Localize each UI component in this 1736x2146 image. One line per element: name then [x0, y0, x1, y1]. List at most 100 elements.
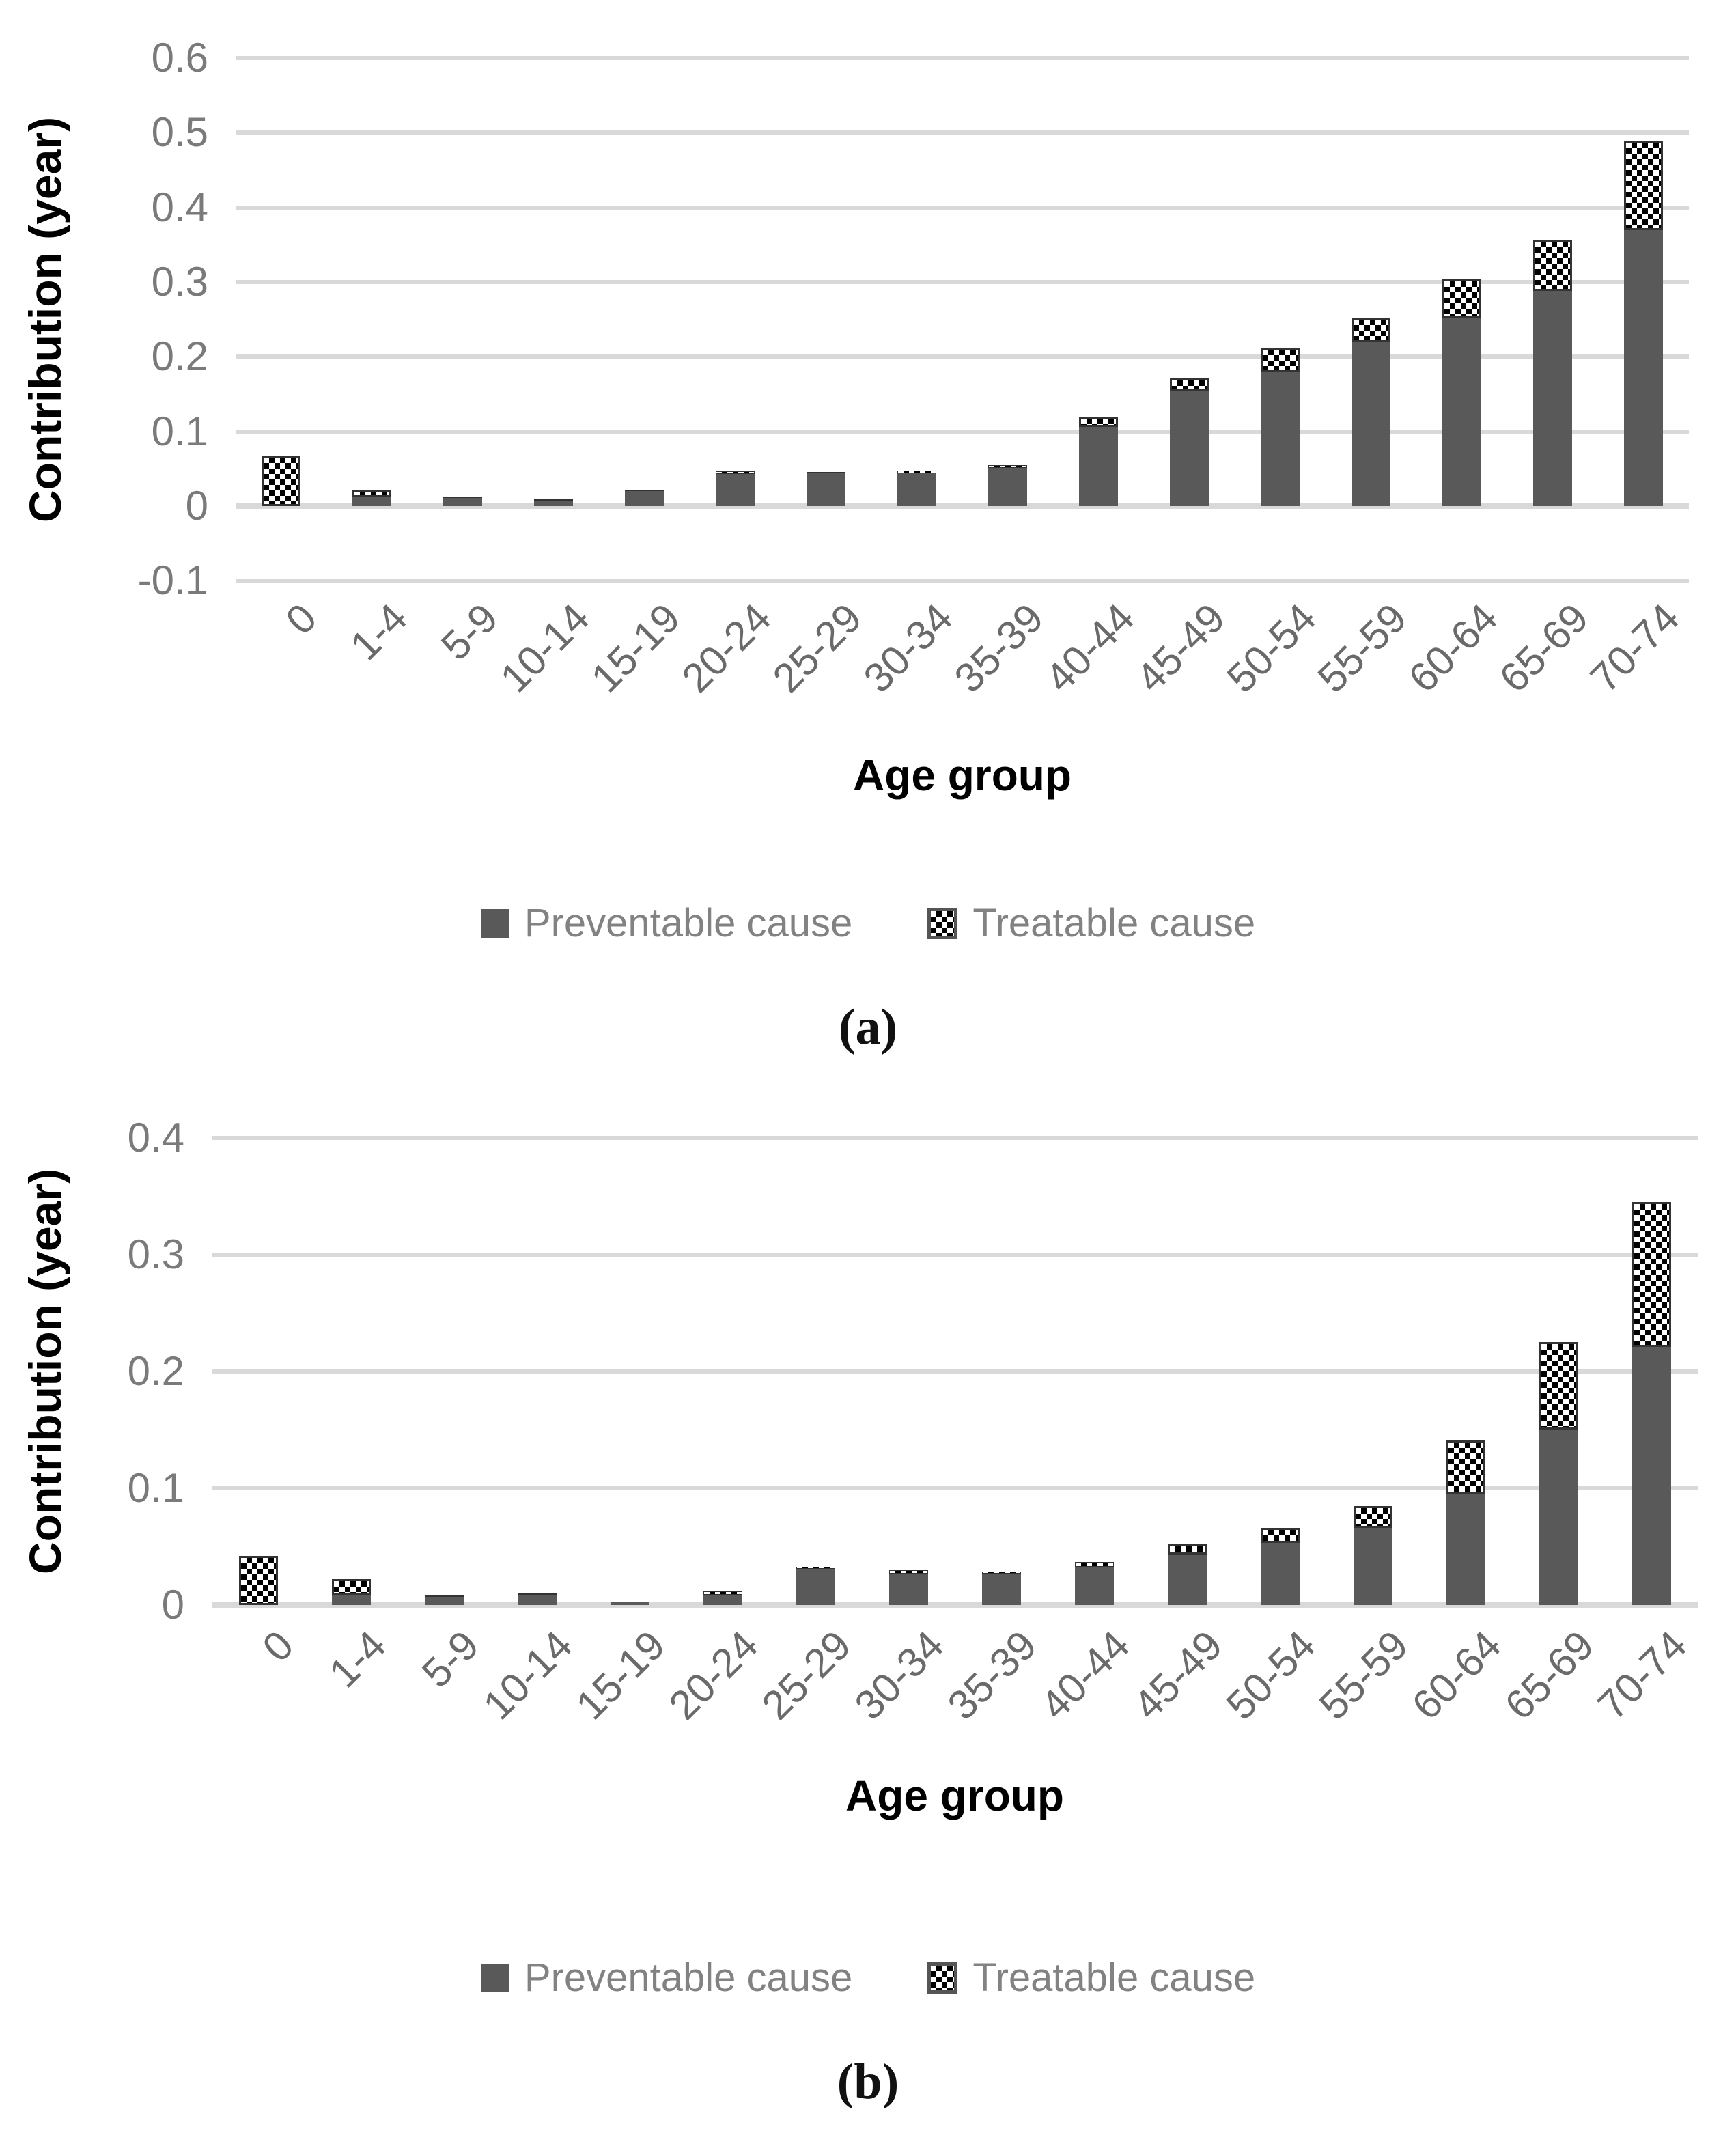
- gridline: [236, 430, 1689, 434]
- bar-preventable-segment: [625, 491, 664, 506]
- bar-preventable-segment: [1170, 391, 1209, 506]
- bar-group: [611, 1602, 649, 1605]
- bar-treatable-segment: [1079, 417, 1118, 427]
- y-tick-label: 0.6: [151, 35, 208, 81]
- bar-treatable-segment: [1261, 348, 1300, 372]
- bar-preventable-segment: [1079, 427, 1118, 506]
- bar-treatable-segment: [262, 456, 300, 506]
- x-tick-label: 50-54: [1218, 594, 1325, 701]
- treatable-swatch-icon: [927, 1962, 958, 1994]
- bar-preventable-segment: [1533, 291, 1572, 506]
- gridline: [236, 503, 1689, 509]
- bar-preventable-segment: [1539, 1430, 1578, 1605]
- bar-group: [443, 497, 482, 506]
- bar-preventable-segment: [716, 474, 755, 506]
- bar-treatable-segment: [239, 1556, 278, 1605]
- x-tick-label: 55-59: [1310, 1621, 1417, 1729]
- x-tick-label: 70-74: [1588, 1621, 1696, 1729]
- bar-preventable-segment: [807, 473, 845, 506]
- bar-preventable-segment: [534, 501, 573, 506]
- bar-preventable-segment: [1354, 1528, 1392, 1605]
- x-tick-label: 5-9: [432, 594, 507, 669]
- preventable-swatch-icon: [480, 908, 509, 938]
- gridline: [212, 1253, 1698, 1257]
- bar-group: [897, 471, 936, 506]
- bar-preventable-segment: [1261, 372, 1300, 506]
- bar-treatable-segment: [716, 471, 755, 474]
- bar-treatable-segment: [1075, 1562, 1114, 1567]
- bar-group: [1168, 1544, 1207, 1605]
- bar-group: [796, 1567, 835, 1605]
- legend: Preventable cause Treatable cause: [0, 1955, 1736, 2001]
- bar-treatable-segment: [796, 1567, 835, 1569]
- legend-item-treatable: Treatable cause: [927, 1955, 1255, 2001]
- x-tick-label: 35-39: [938, 1621, 1046, 1729]
- x-tick-label: 55-59: [1308, 594, 1416, 701]
- bar-group: [1261, 348, 1300, 506]
- legend: Preventable cause Treatable cause: [0, 900, 1736, 946]
- bar-treatable-segment: [1533, 240, 1572, 291]
- bar-treatable-segment: [703, 1591, 742, 1595]
- y-tick-label: 0.1: [127, 1465, 184, 1511]
- bar-group: [1354, 1506, 1392, 1605]
- gridline: [212, 1136, 1698, 1140]
- x-tick-label: 10-14: [491, 594, 598, 701]
- x-tick-label: 1-4: [320, 1621, 395, 1697]
- bar-group: [1533, 240, 1572, 506]
- bar-group: [352, 490, 391, 506]
- y-axis-title: Contribution (year): [20, 1169, 70, 1574]
- gridline: [212, 1602, 1698, 1608]
- x-tick-label: 45-49: [1124, 1621, 1231, 1729]
- bar-treatable-segment: [1442, 279, 1481, 318]
- x-tick-label: 20-24: [660, 1621, 767, 1729]
- x-tick-label: 20-24: [673, 594, 780, 701]
- x-tick-label: 70-74: [1581, 594, 1688, 701]
- bar-treatable-segment: [988, 465, 1027, 468]
- gridline: [236, 56, 1689, 60]
- bar-group: [534, 499, 573, 506]
- y-tick-label: 0.2: [127, 1348, 184, 1394]
- bar-treatable-segment: [1446, 1440, 1485, 1494]
- y-tick-label: 0.5: [151, 109, 208, 155]
- gridline: [236, 130, 1689, 135]
- bar-treatable-segment: [1354, 1506, 1392, 1528]
- legend-item-treatable: Treatable cause: [927, 900, 1255, 946]
- x-tick-label: 35-39: [945, 594, 1052, 701]
- bar-treatable-segment: [1539, 1342, 1578, 1430]
- bar-group: [1261, 1528, 1300, 1605]
- x-tick-label: 60-64: [1399, 594, 1507, 701]
- x-tick-label: 45-49: [1127, 594, 1234, 701]
- y-tick-label: 0.3: [151, 259, 208, 305]
- bar-treatable-segment: [443, 497, 482, 498]
- bar-preventable-segment: [988, 468, 1027, 506]
- x-tick-label: 25-29: [753, 1621, 860, 1729]
- bar-preventable-segment: [703, 1595, 742, 1605]
- bar-preventable-segment: [425, 1597, 464, 1605]
- bar-group: [1446, 1440, 1485, 1605]
- bar-preventable-segment: [1168, 1555, 1207, 1605]
- bar-group: [262, 456, 300, 506]
- y-axis-title: Contribution (year): [20, 117, 70, 522]
- bar-preventable-segment: [1352, 342, 1390, 506]
- bar-treatable-segment: [534, 499, 573, 501]
- bar-treatable-segment: [352, 490, 391, 497]
- bar-group: [1442, 279, 1481, 506]
- gridline: [212, 1486, 1698, 1490]
- gridline: [236, 280, 1689, 284]
- x-tick-label: 25-29: [764, 594, 871, 701]
- legend-label-treatable: Treatable cause: [972, 1955, 1256, 2000]
- gridline: [236, 206, 1689, 210]
- bar-preventable-segment: [796, 1569, 835, 1605]
- x-tick-label: 0: [253, 1621, 303, 1671]
- y-tick-label: 0.2: [151, 333, 208, 379]
- x-tick-label: 30-34: [854, 594, 962, 701]
- bar-preventable-segment: [443, 498, 482, 506]
- x-tick-label: 50-54: [1217, 1621, 1324, 1729]
- x-axis-title: Age group: [845, 1771, 1064, 1820]
- bar-group: [703, 1591, 742, 1605]
- bar-group: [982, 1572, 1021, 1605]
- gridline: [236, 579, 1689, 583]
- x-tick-label: 65-69: [1496, 1621, 1603, 1729]
